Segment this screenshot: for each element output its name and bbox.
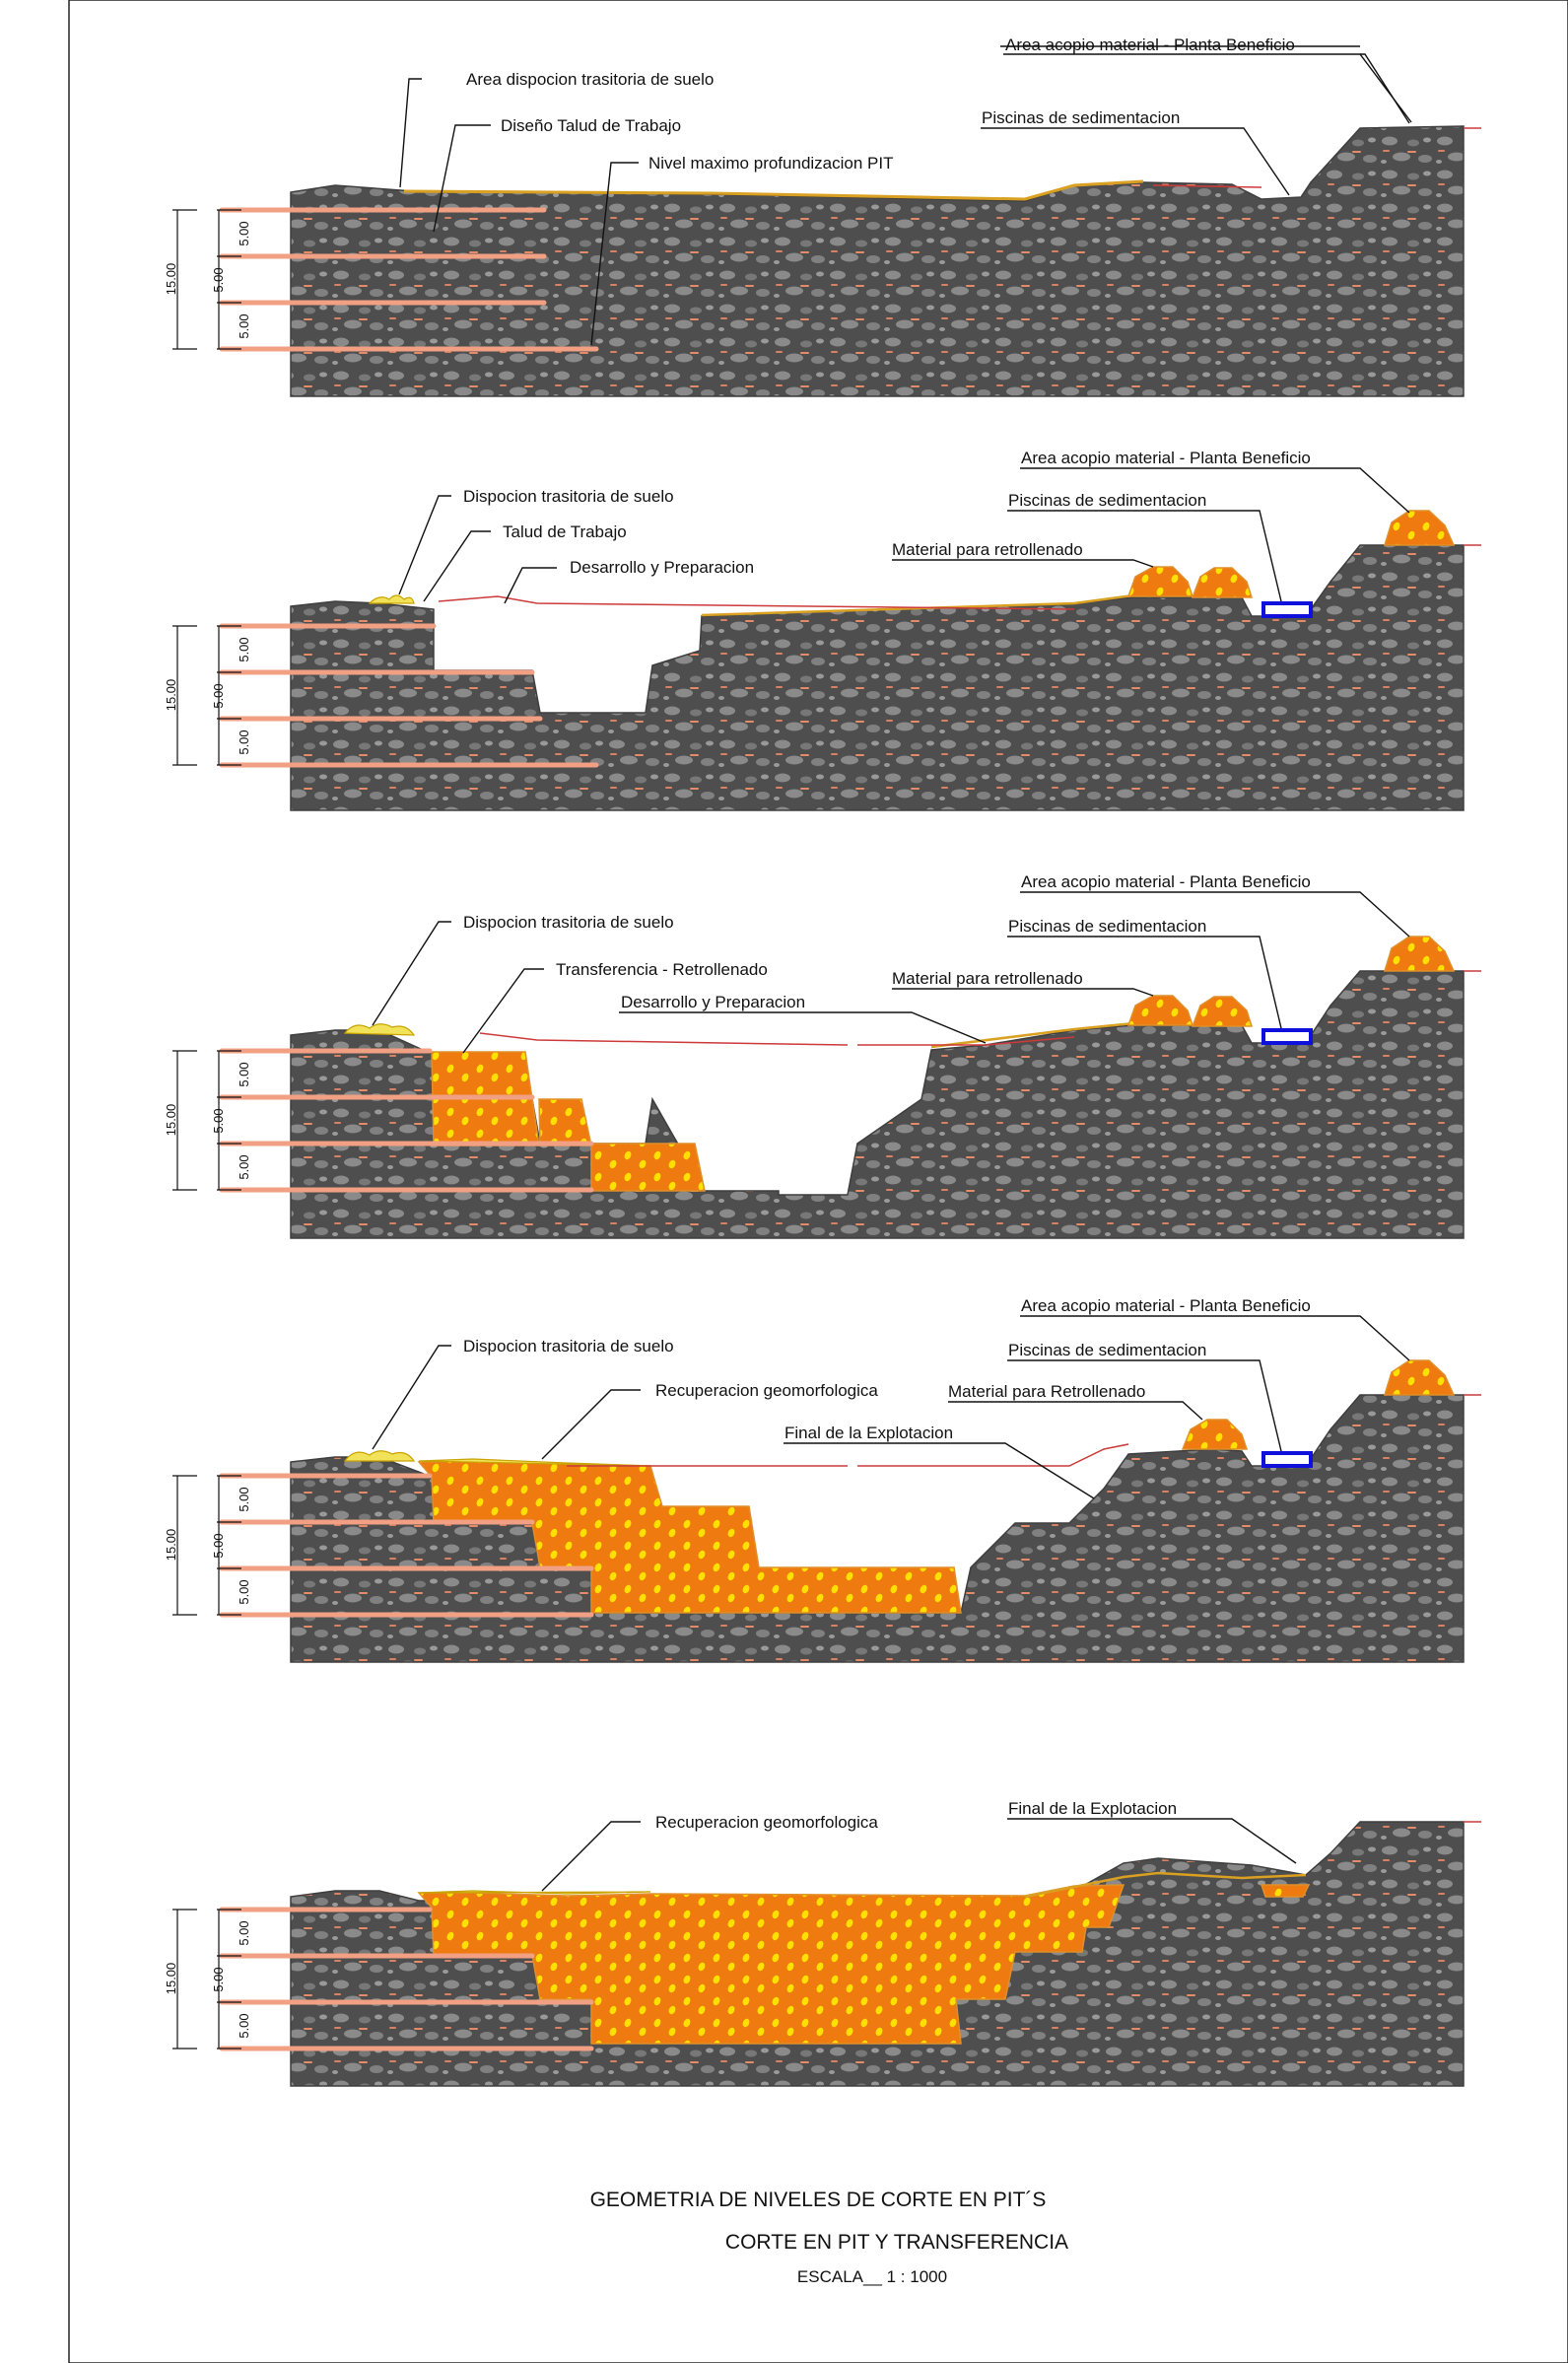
drawing-subtitle: CORTE EN PIT Y TRANSFERENCIA xyxy=(725,2231,1068,2254)
stockpile-section-4 xyxy=(1383,1359,1456,1396)
dimension-total-label: 15.00 xyxy=(164,263,178,296)
dimension-section-1: 15.00 5.00 5.00 5.00 xyxy=(164,209,251,350)
dimension-bench-label: 5.00 xyxy=(211,267,226,292)
sheet-frame xyxy=(68,0,1568,2363)
backfill-final-section-5 xyxy=(417,1884,1125,2045)
level-lines-section-3 xyxy=(219,1048,594,1193)
backfill-pile-section-4 xyxy=(1181,1419,1249,1450)
label-talud: Diseño Talud de Trabajo xyxy=(501,116,681,135)
labels-section-1: Area acopio material - Planta Beneficio … xyxy=(399,35,1412,346)
labels-section-3: Area acopio material - Planta Beneficio … xyxy=(372,872,1410,1054)
section-1: 15.00 5.00 5.00 5.00 Area acopio materia… xyxy=(164,35,1481,397)
backfill-pile-2-section-2 xyxy=(1191,567,1254,598)
labels-section-2: Area acopio material - Planta Beneficio … xyxy=(398,449,1410,604)
label-acopio: Area acopio material - Planta Beneficio xyxy=(1021,872,1311,891)
label-piscinas: Piscinas de sedimentacion xyxy=(1008,491,1206,510)
label-talud: Talud de Trabajo xyxy=(503,522,627,541)
label-material-retrollenado: Material para retrollenado xyxy=(892,969,1083,988)
sedimentation-pond-section-4 xyxy=(1261,1451,1313,1468)
section-4: 15.00 5.00 5.00 5.00 Area acopio materia… xyxy=(164,1296,1481,1663)
level-lines-section-5 xyxy=(219,1907,594,2051)
label-dispocion: Area dispocion trasitoria de suelo xyxy=(466,70,714,89)
dimension-total-label: 15.00 xyxy=(164,679,178,712)
label-acopio: Area acopio material - Planta Beneficio xyxy=(1021,1296,1311,1315)
label-desarrollo: Desarrollo y Preparacion xyxy=(621,993,805,1011)
section-2: 15.00 5.00 5.00 5.00 Area acopio materia… xyxy=(164,449,1481,811)
soil-layer-section-5 xyxy=(1024,1871,1307,1899)
drawing-scale: ESCALA__ 1 : 1000 xyxy=(797,2267,947,2286)
dimension-total-label: 15.00 xyxy=(164,1529,178,1562)
dimension-bench-label: 5.00 xyxy=(211,1967,226,1991)
labels-section-5: Recuperacion geomorfologica Final de la … xyxy=(541,1799,1297,1892)
label-nivel-maximo: Nivel maximo profundizacion PIT xyxy=(648,154,893,173)
backfill-pile-2-section-3 xyxy=(1191,996,1254,1027)
dimension-bench-label: 5.00 xyxy=(211,1533,226,1558)
level-lines-section-4 xyxy=(219,1473,594,1618)
label-dispocion: Dispocion trasitoria de suelo xyxy=(463,487,674,506)
dimension-total-label: 15.00 xyxy=(164,1104,178,1137)
dimension-bench-label: 5.00 xyxy=(237,1579,251,1604)
dimension-bench-label: 5.00 xyxy=(237,2013,251,2038)
dimension-bench-label: 5.00 xyxy=(237,221,251,245)
label-material-retrollenado: Material para retrollenado xyxy=(892,540,1083,559)
reclamation-cap-section-4 xyxy=(418,1458,651,1467)
backfill-pile-1-section-2 xyxy=(1126,566,1194,597)
backfill-bench-3-section-3 xyxy=(590,1143,706,1192)
label-dispocion: Dispocion trasitoria de suelo xyxy=(463,1337,674,1355)
label-piscinas: Piscinas de sedimentacion xyxy=(1008,917,1206,936)
section-3: 15.00 5.00 5.00 5.00 Area acopio materia… xyxy=(164,872,1481,1239)
dimension-bench-label: 5.00 xyxy=(211,683,226,708)
surface-line-section-3 xyxy=(479,1032,1075,1046)
stockpile-section-2 xyxy=(1383,510,1456,546)
pond-backfill-section-5 xyxy=(1260,1884,1311,1898)
label-final-explotacion: Final de la Explotacion xyxy=(1008,1799,1177,1818)
level-lines-section-2 xyxy=(219,623,599,768)
dimension-section-5: 15.00 5.00 5.00 5.00 xyxy=(164,1909,251,2050)
label-dispocion: Dispocion trasitoria de suelo xyxy=(463,913,674,932)
backfill-pile-1-section-3 xyxy=(1126,995,1194,1026)
dimension-bench-label: 5.00 xyxy=(237,730,251,754)
level-lines-section-1 xyxy=(219,207,599,352)
label-desarrollo: Desarrollo y Preparacion xyxy=(570,558,754,577)
dimension-bench-label: 5.00 xyxy=(237,313,251,338)
dimension-bench-label: 5.00 xyxy=(211,1108,226,1133)
stockpile-section-3 xyxy=(1383,936,1456,972)
title-block: GEOMETRIA DE NIVELES DE CORTE EN PIT´S C… xyxy=(590,2189,1069,2286)
label-recuperacion: Recuperacion geomorfologica xyxy=(655,1813,878,1832)
label-acopio: Area acopio material - Planta Beneficio xyxy=(1021,449,1311,467)
sedimentation-pond-section-3 xyxy=(1261,1028,1313,1045)
dimension-section-4: 15.00 5.00 5.00 5.00 xyxy=(164,1475,251,1616)
soil-pile-section-2 xyxy=(368,594,415,604)
label-transferencia: Transferencia - Retrollenado xyxy=(556,960,768,979)
ground-section-2 xyxy=(290,544,1465,811)
dimension-section-3: 15.00 5.00 5.00 5.00 xyxy=(164,1050,251,1191)
soil-pile-section-4 xyxy=(343,1450,416,1462)
surface-line-section-1 xyxy=(1152,184,1262,188)
reclamation-cap-section-5 xyxy=(418,1890,651,1895)
surface-line-section-2 xyxy=(438,595,1075,610)
backfill-bench-2-section-3 xyxy=(538,1098,592,1147)
soil-layer-section-2 xyxy=(701,593,1134,617)
label-piscinas: Piscinas de sedimentacion xyxy=(1008,1341,1206,1359)
dimension-bench-label: 5.00 xyxy=(237,1487,251,1511)
section-5: 15.00 5.00 5.00 5.00 Recuperacion geomor… xyxy=(164,1799,1481,2087)
dimension-bench-label: 5.00 xyxy=(237,1062,251,1086)
label-final-explotacion: Final de la Explotacion xyxy=(784,1424,953,1442)
dimension-section-2: 15.00 5.00 5.00 5.00 xyxy=(164,625,251,766)
dimension-bench-label: 5.00 xyxy=(237,1154,251,1179)
label-material-retrollenado: Material para Retrollenado xyxy=(948,1382,1145,1401)
surface-line-section-4 xyxy=(567,1443,1129,1467)
dimension-bench-label: 5.00 xyxy=(237,1920,251,1945)
dimension-total-label: 15.00 xyxy=(164,1963,178,1995)
labels-section-4: Area acopio material - Planta Beneficio … xyxy=(372,1296,1410,1499)
sedimentation-pond-section-2 xyxy=(1261,601,1313,618)
soil-pile-section-3 xyxy=(343,1023,416,1036)
label-recuperacion: Recuperacion geomorfologica xyxy=(655,1381,878,1400)
dimension-bench-label: 5.00 xyxy=(237,637,251,661)
label-acopio: Area acopio material - Planta Beneficio xyxy=(1005,35,1295,54)
label-piscinas: Piscinas de sedimentacion xyxy=(982,108,1180,127)
drawing-title: GEOMETRIA DE NIVELES DE CORTE EN PIT´S xyxy=(590,2189,1047,2211)
